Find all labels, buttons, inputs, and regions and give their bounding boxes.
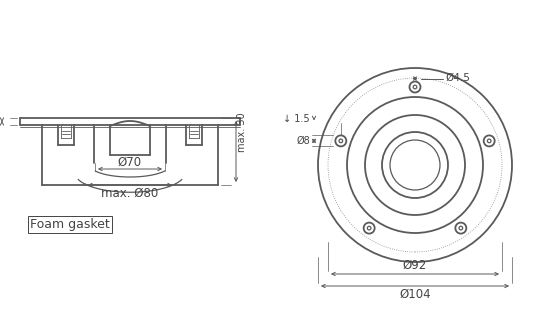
Text: max. Ø80: max. Ø80 bbox=[101, 186, 158, 199]
Text: ↓ 1.5: ↓ 1.5 bbox=[283, 115, 310, 125]
Text: Ø4.5: Ø4.5 bbox=[445, 73, 470, 83]
Text: max. 30: max. 30 bbox=[237, 112, 247, 152]
Text: Foam gasket: Foam gasket bbox=[30, 218, 110, 231]
Text: Ø92: Ø92 bbox=[403, 258, 427, 271]
Text: Ø104: Ø104 bbox=[399, 287, 431, 300]
Text: Ø70: Ø70 bbox=[118, 156, 142, 168]
Text: Ø8: Ø8 bbox=[296, 136, 310, 146]
